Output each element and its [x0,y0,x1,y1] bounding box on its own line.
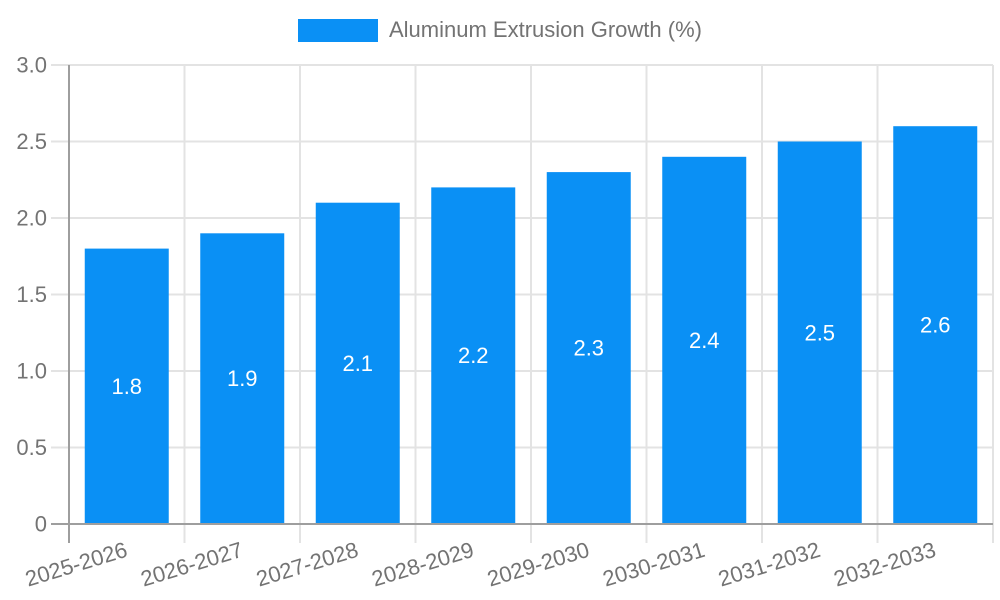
y-tick-label: 1.0 [16,359,47,384]
bar-2030-2031[interactable] [662,156,747,525]
bar-value-label: 2.5 [804,320,835,345]
y-tick-label: 2.0 [16,206,47,231]
y-tick-label: 0.5 [16,435,47,460]
bar-value-label: 2.2 [458,343,489,368]
x-tick-label: 2027-2028 [253,537,361,592]
bar-2028-2029[interactable] [431,187,516,524]
x-tick-label: 2026-2027 [138,537,246,592]
x-tick-label: 2032-2033 [831,537,939,592]
bar-2025-2026[interactable] [84,248,169,524]
x-tick-label: 2030-2031 [600,537,708,592]
bar-value-label: 2.6 [920,313,951,338]
bar-2032-2033[interactable] [893,126,978,524]
legend-swatch [298,18,378,42]
x-tick-label: 2031-2032 [715,537,823,592]
bar-2026-2027[interactable] [200,233,285,525]
bar-2027-2028[interactable] [315,202,400,524]
bar-value-label: 2.4 [689,328,720,353]
bar-value-label: 1.9 [227,366,258,391]
y-tick-label: 2.5 [16,129,47,154]
bar-value-label: 2.1 [342,351,373,376]
y-tick-label: 1.5 [16,282,47,307]
y-tick-label: 0 [35,512,47,537]
legend[interactable]: Aluminum Extrusion Growth (%) [0,17,1000,43]
bar-value-label: 1.8 [111,374,142,399]
x-tick-label: 2028-2029 [369,537,477,592]
bar-2029-2030[interactable] [546,172,631,524]
y-tick-label: 3.0 [16,53,47,78]
x-tick-label: 2029-2030 [484,537,592,592]
bar-value-label: 2.3 [573,336,604,361]
legend-label: Aluminum Extrusion Growth (%) [389,17,702,42]
bar-2031-2032[interactable] [777,141,862,525]
x-tick-label: 2025-2026 [22,537,130,592]
